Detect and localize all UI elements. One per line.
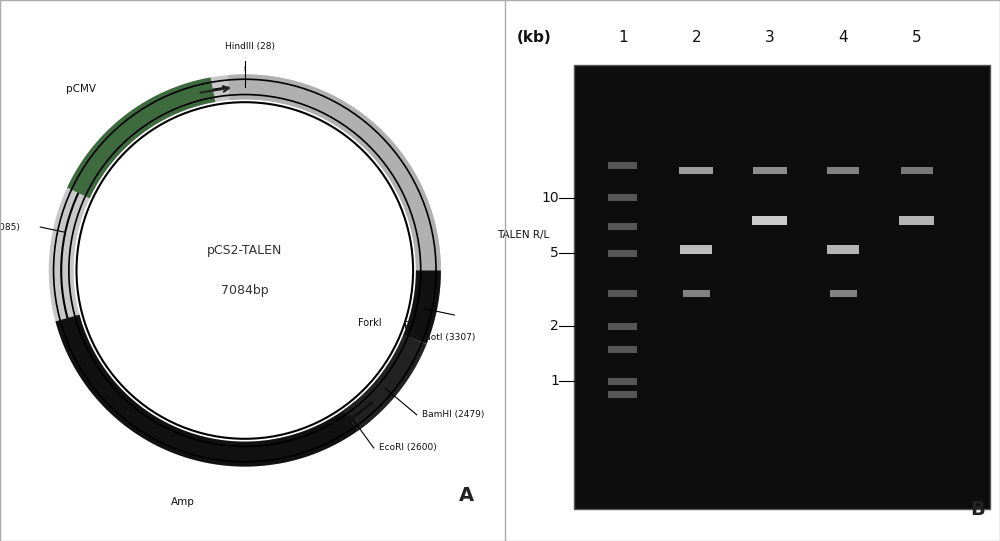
Text: A: A [459, 486, 474, 505]
Text: B: B [971, 500, 985, 519]
Text: I: I [244, 65, 246, 71]
Text: 5: 5 [912, 30, 922, 45]
Bar [830, 290, 857, 297]
Text: PolyA: PolyA [404, 321, 431, 331]
Text: 1: 1 [618, 30, 628, 45]
Bar [680, 246, 712, 254]
Bar [574, 65, 990, 509]
Bar [683, 290, 710, 297]
Bar [608, 249, 637, 256]
Text: 1: 1 [550, 374, 559, 388]
Bar [827, 246, 859, 254]
Text: ForkI: ForkI [358, 319, 382, 328]
Bar [752, 216, 787, 226]
Bar [608, 223, 637, 230]
Bar [608, 378, 637, 385]
Text: TALEN R/L: TALEN R/L [497, 230, 550, 240]
Bar [899, 216, 934, 226]
Text: EcoRI (2600): EcoRI (2600) [379, 444, 437, 452]
Text: Amp: Amp [171, 497, 195, 507]
Bar [901, 167, 933, 174]
Bar [608, 323, 637, 330]
Text: 10: 10 [541, 190, 559, 204]
Bar [608, 291, 637, 298]
Text: BamHI (2479): BamHI (2479) [422, 410, 484, 419]
Text: (kb): (kb) [517, 30, 552, 45]
Bar [753, 167, 787, 174]
Text: HindIII (28): HindIII (28) [225, 42, 275, 51]
Bar [608, 346, 637, 353]
Text: 2: 2 [550, 319, 559, 333]
Bar [827, 167, 859, 174]
Text: 4: 4 [838, 30, 848, 45]
Bar [608, 391, 637, 398]
Text: pCMV: pCMV [66, 83, 96, 94]
Bar [608, 162, 637, 169]
Text: pCS2-TALEN: pCS2-TALEN [207, 243, 282, 256]
Text: 3: 3 [765, 30, 775, 45]
Text: 5: 5 [550, 246, 559, 260]
Bar [679, 167, 713, 174]
Text: 7084bp: 7084bp [221, 285, 269, 298]
Text: XhoI (6085): XhoI (6085) [0, 222, 20, 232]
Bar [608, 194, 637, 201]
Text: 2: 2 [691, 30, 701, 45]
Text: NotI (3307): NotI (3307) [424, 333, 475, 342]
